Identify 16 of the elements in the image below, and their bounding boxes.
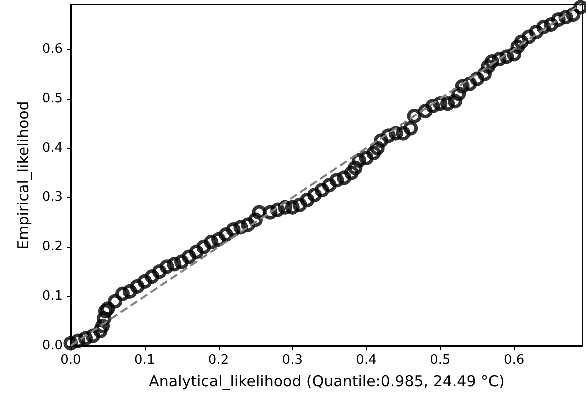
x-tick-label: 0.5	[430, 353, 451, 368]
y-tick-label: 0.1	[42, 289, 63, 304]
x-tick-label: 0.3	[282, 353, 303, 368]
y-axis-title: Empirical_likelihood	[14, 101, 32, 250]
y-tick-label: 0.2	[42, 240, 63, 255]
y-tick-label: 0.6	[42, 42, 63, 57]
y-tick-label: 0.4	[42, 140, 63, 156]
x-axis-title: Analytical_likelihood (Quantile:0.985, 24.49 °C)	[149, 372, 505, 390]
x-tick-label: 0.1	[134, 353, 156, 368]
x-tick-label: 0.4	[356, 353, 377, 368]
x-tick-label: 0.2	[208, 353, 230, 368]
y-tick-label: 0.5	[42, 91, 63, 106]
x-tick-label: 0.0	[60, 353, 82, 368]
y-tick-label: 0.0	[42, 338, 63, 354]
x-tick-label: 0.6	[504, 353, 525, 368]
y-tick-label: 0.3	[42, 190, 63, 206]
